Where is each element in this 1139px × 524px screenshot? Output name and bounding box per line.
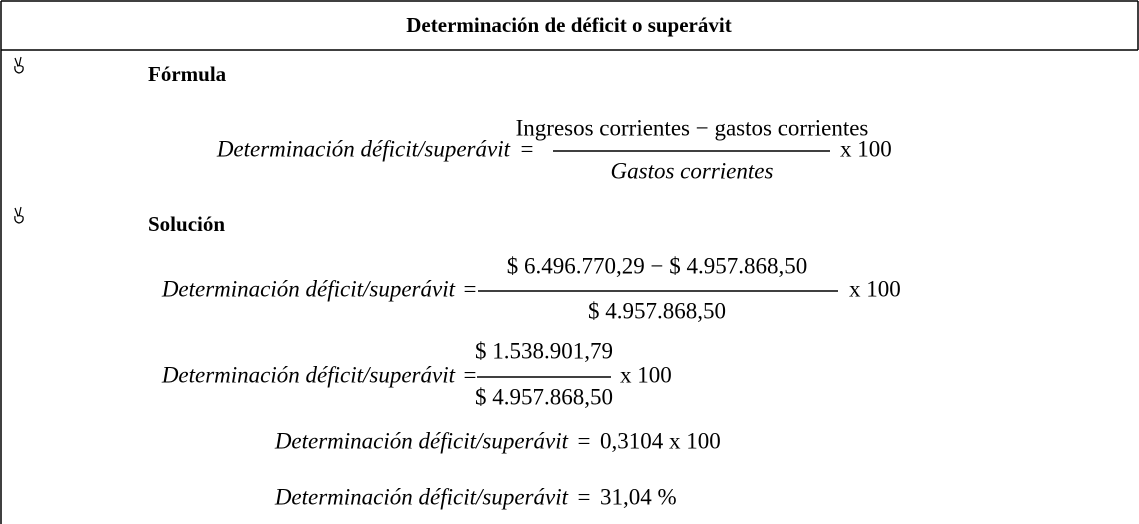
- numerator: $ 1.538.901,79: [475, 338, 613, 363]
- factor: x 100: [849, 276, 901, 301]
- equation-lhs: Determinación déficit/superávit: [216, 136, 511, 161]
- equation-rhs: 0,3104 x 100: [600, 428, 721, 453]
- equals: =: [464, 362, 477, 387]
- bullet-icon: [14, 56, 24, 74]
- equation-rhs: 31,04 %: [600, 484, 677, 509]
- denominator: Gastos corrientes: [611, 158, 774, 183]
- denominator: $ 4.957.868,50: [475, 384, 613, 409]
- title: Determinación de déficit o superávit: [406, 13, 731, 37]
- equation-lhs: Determinación déficit/superávit: [274, 428, 569, 453]
- factor: x 100: [840, 136, 892, 161]
- numerator: $ 6.496.770,29 − $ 4.957.868,50: [507, 253, 807, 278]
- section-heading: Fórmula: [148, 62, 227, 86]
- equation-lhs: Determinación déficit/superávit: [274, 484, 569, 509]
- equation-lhs: Determinación déficit/superávit: [161, 276, 456, 301]
- bullet-icon: [14, 206, 24, 224]
- numerator: Ingresos corrientes − gastos corrientes: [516, 115, 869, 140]
- equals: =: [578, 484, 591, 509]
- factor: x 100: [620, 362, 672, 387]
- equation-lhs: Determinación déficit/superávit: [161, 362, 456, 387]
- equals: =: [521, 136, 534, 161]
- denominator: $ 4.957.868,50: [588, 298, 726, 323]
- equals: =: [464, 276, 477, 301]
- equals: =: [578, 428, 591, 453]
- section-heading: Solución: [148, 212, 225, 236]
